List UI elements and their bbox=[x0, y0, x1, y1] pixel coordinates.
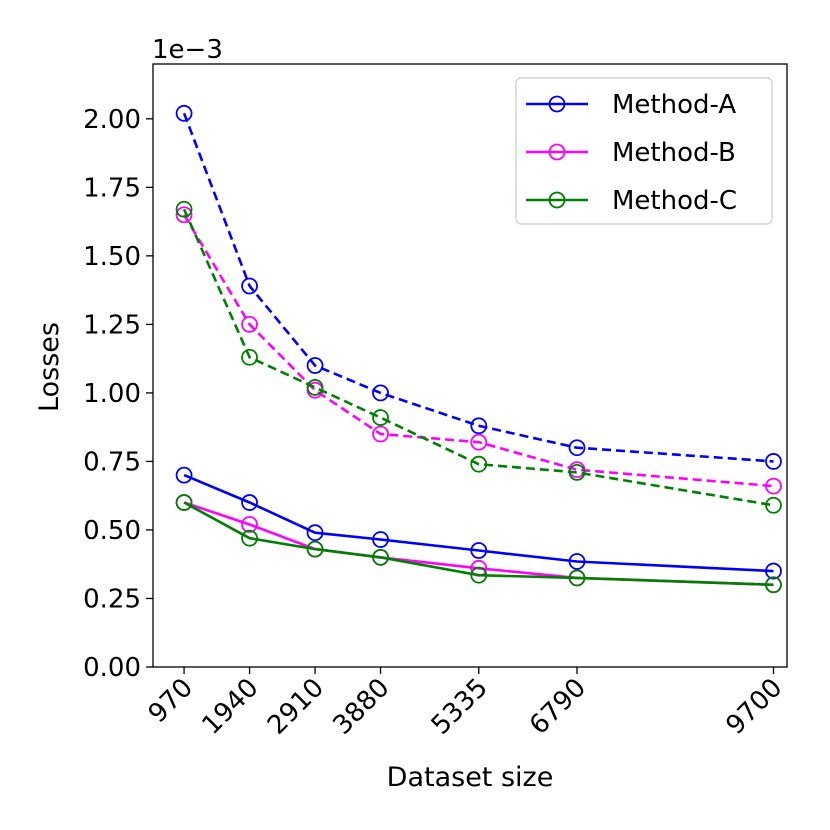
y-tick-label: 0.25 bbox=[83, 584, 141, 614]
data-point-b_dashed bbox=[175, 206, 193, 224]
data-point-a_solid bbox=[470, 542, 488, 559]
legend: Method-A Method-B Method-C bbox=[515, 77, 773, 225]
legend-marker bbox=[548, 191, 566, 209]
data-point-c_solid bbox=[470, 566, 488, 584]
series-line-c_dashed bbox=[182, 208, 774, 507]
data-point-c_dashed bbox=[306, 379, 324, 396]
x-tick-label: 9700 bbox=[720, 673, 788, 741]
y-axis-label: Losses bbox=[34, 322, 65, 412]
data-point-c_solid bbox=[372, 548, 389, 566]
plot-frame bbox=[152, 63, 788, 668]
y-tick-label: 1.75 bbox=[83, 173, 141, 203]
data-point-a_solid bbox=[765, 562, 782, 580]
x-tick-label: 970 bbox=[143, 673, 199, 729]
series-line-b_dashed bbox=[182, 214, 774, 488]
series-a_solid bbox=[175, 466, 782, 580]
series-b_dashed bbox=[175, 206, 782, 495]
y-tick-label: 1.00 bbox=[83, 379, 141, 409]
data-point-c_dashed bbox=[175, 200, 193, 218]
data-point-b_dashed bbox=[470, 433, 488, 451]
x-tick-label: 6790 bbox=[524, 673, 592, 741]
legend-item: Method-A bbox=[526, 90, 736, 120]
data-point-b_dashed bbox=[765, 477, 782, 495]
y-tick-label: 1.50 bbox=[83, 242, 141, 272]
data-point-a_dashed bbox=[568, 439, 586, 457]
legend-label: Method-C bbox=[612, 186, 737, 216]
legend-marker bbox=[548, 95, 566, 113]
data-point-b_dashed bbox=[372, 425, 389, 443]
x-axis-label: Dataset size bbox=[387, 762, 554, 793]
data-point-c_solid bbox=[241, 529, 258, 547]
series-c_solid bbox=[175, 494, 782, 594]
y-tick-label: 1.25 bbox=[83, 310, 141, 340]
data-point-a_dashed bbox=[372, 384, 389, 402]
data-point-a_dashed bbox=[470, 417, 488, 435]
data-point-c_solid bbox=[175, 494, 193, 511]
data-point-c_solid bbox=[568, 569, 586, 587]
x-tick-label: 5335 bbox=[426, 673, 494, 741]
series-a_dashed bbox=[175, 104, 782, 470]
data-point-a_dashed bbox=[175, 104, 193, 122]
x-tick-label: 1940 bbox=[196, 673, 264, 741]
data-point-c_solid bbox=[765, 576, 782, 594]
data-point-a_solid bbox=[175, 466, 193, 484]
data-point-c_solid bbox=[306, 540, 324, 558]
data-point-b_dashed bbox=[241, 315, 258, 333]
data-point-a_dashed bbox=[306, 357, 324, 374]
data-point-b_solid bbox=[241, 516, 258, 533]
y-tick-label: 0.00 bbox=[83, 653, 141, 683]
legend-box bbox=[515, 77, 773, 225]
series-layer bbox=[175, 104, 782, 594]
series-line-c_solid bbox=[183, 501, 774, 587]
legend-item: Method-B bbox=[526, 138, 736, 168]
data-point-a_solid bbox=[372, 531, 389, 548]
data-point-c_dashed bbox=[372, 409, 389, 426]
series-c_dashed bbox=[175, 200, 782, 514]
x-tick-label: 3880 bbox=[327, 673, 395, 741]
data-point-a_solid bbox=[306, 524, 324, 542]
legend-label: Method-A bbox=[612, 90, 736, 120]
data-point-c_dashed bbox=[568, 463, 586, 481]
legend-item: Method-C bbox=[526, 186, 737, 216]
y-tick-label: 0.50 bbox=[83, 516, 141, 546]
data-point-a_dashed bbox=[765, 453, 782, 470]
y-tick-label: 0.75 bbox=[83, 447, 141, 477]
data-point-a_dashed bbox=[241, 277, 258, 295]
y-scale-label: 1e−3 bbox=[152, 35, 223, 65]
legend-label: Method-B bbox=[612, 138, 736, 168]
data-point-a_solid bbox=[241, 494, 258, 511]
y-tick-label: 2.00 bbox=[83, 105, 141, 135]
data-point-c_dashed bbox=[470, 455, 488, 473]
series-line-a_solid bbox=[183, 473, 774, 573]
data-point-a_solid bbox=[568, 553, 586, 570]
x-tick-label: 2910 bbox=[262, 673, 330, 741]
data-point-c_dashed bbox=[765, 496, 782, 514]
legend-marker bbox=[548, 143, 566, 161]
data-point-c_dashed bbox=[241, 348, 258, 366]
series-line-a_dashed bbox=[182, 112, 774, 463]
